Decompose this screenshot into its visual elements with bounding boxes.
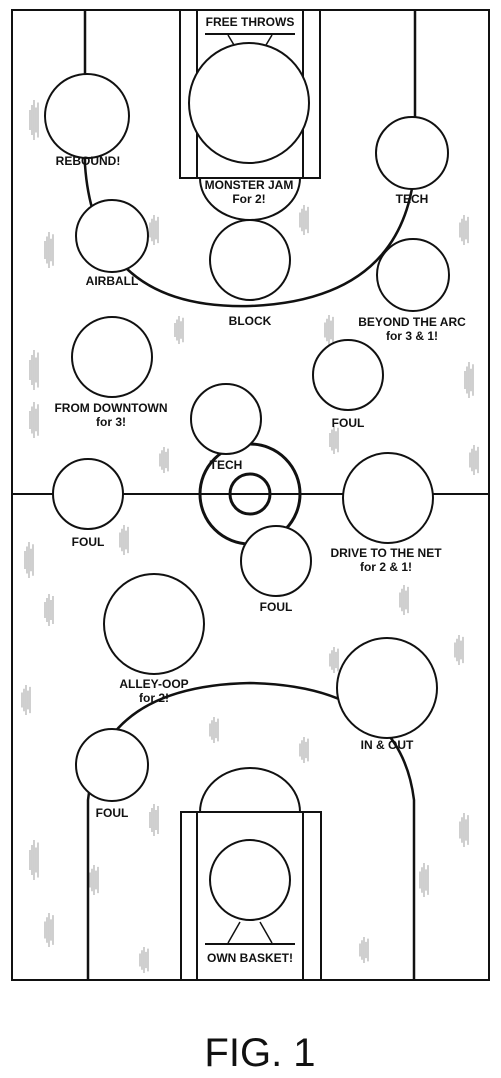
space-circle-beyond-the-arc[interactable]	[377, 239, 449, 311]
label-tech-center: TECH	[210, 458, 243, 472]
label-beyond-the-arc: BEYOND THE ARCfor 3 & 1!	[358, 315, 466, 343]
label-foul-upper-right: FOUL	[332, 416, 365, 430]
label-from-downtown: FROM DOWNTOWNfor 3!	[54, 401, 167, 429]
label-free-throws: FREE THROWS	[206, 15, 295, 29]
label-foul-lower-left: FOUL	[96, 806, 129, 820]
space-circle-rebound[interactable]	[45, 74, 129, 158]
bottom-rim-support-left	[228, 922, 240, 943]
space-circle-tech-center[interactable]	[191, 384, 261, 454]
game-space-circles	[45, 43, 449, 920]
space-circle-own-basket[interactable]	[210, 840, 290, 920]
space-circle-drive-to-the-net[interactable]	[343, 453, 433, 543]
label-drive-to-the-net: DRIVE TO THE NETfor 2 & 1!	[330, 546, 442, 574]
label-foul-center: FOUL	[260, 600, 293, 614]
label-airball: AIRBALL	[86, 274, 139, 288]
space-circle-from-downtown[interactable]	[72, 317, 152, 397]
space-circle-tech-top[interactable]	[376, 117, 448, 189]
space-circle-monster-jam[interactable]	[189, 43, 309, 163]
bottom-free-throw-arc	[200, 768, 300, 812]
label-tech-top: TECH	[396, 192, 429, 206]
space-circle-alley-oop[interactable]	[104, 574, 204, 674]
space-circle-foul-lower-left[interactable]	[76, 729, 148, 801]
space-circle-in-and-out[interactable]	[337, 638, 437, 738]
label-alley-oop: ALLEY-OOPfor 2!	[119, 677, 188, 705]
label-rebound: REBOUND!	[56, 154, 121, 168]
space-circle-airball[interactable]	[76, 200, 148, 272]
label-own-basket: OWN BASKET!	[207, 951, 293, 965]
figure-label: FIG. 1	[204, 1031, 315, 1075]
label-block: BLOCK	[229, 314, 272, 328]
space-circle-foul-upper-right[interactable]	[313, 340, 383, 410]
label-in-and-out: IN & OUT	[361, 738, 414, 752]
space-circle-foul-center[interactable]	[241, 526, 311, 596]
label-foul-left: FOUL	[72, 535, 105, 549]
space-circle-foul-left[interactable]	[53, 459, 123, 529]
label-monster-jam: MONSTER JAMFor 2!	[205, 178, 294, 206]
space-circle-block[interactable]	[210, 220, 290, 300]
bottom-rim-support-right	[260, 922, 272, 943]
